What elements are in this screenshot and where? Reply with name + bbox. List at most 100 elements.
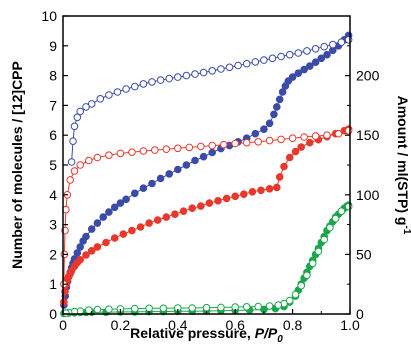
data-point — [76, 107, 84, 116]
y-left-tick-label: 6 — [49, 127, 57, 143]
data-point — [337, 207, 346, 215]
data-point — [275, 173, 284, 181]
data-point — [153, 216, 162, 224]
data-point — [291, 290, 300, 299]
data-point — [270, 110, 278, 119]
data-point — [280, 162, 288, 171]
data-point — [87, 100, 96, 108]
data-point — [217, 65, 225, 73]
data-point — [174, 144, 182, 153]
data-point — [85, 306, 93, 314]
data-point — [208, 67, 216, 75]
data-point — [274, 301, 283, 309]
data-point — [265, 136, 274, 145]
data-point — [60, 298, 68, 306]
data-point — [234, 61, 242, 70]
data-point — [159, 304, 168, 313]
data-point — [260, 56, 268, 64]
data-point — [303, 47, 311, 55]
data-point — [294, 69, 303, 77]
data-point — [308, 259, 317, 268]
data-point — [278, 88, 287, 96]
y-left-tick-label: 9 — [49, 38, 57, 54]
data-point — [265, 302, 274, 310]
data-point — [329, 40, 337, 49]
data-point — [297, 281, 306, 290]
data-point — [145, 219, 153, 227]
data-point — [93, 153, 102, 162]
data-point — [122, 195, 130, 204]
data-point — [156, 174, 165, 183]
data-point — [76, 161, 84, 169]
data-point — [165, 170, 173, 178]
data-point — [300, 133, 308, 141]
data-point — [231, 139, 239, 148]
y-left-tick-label: 4 — [49, 187, 57, 203]
data-point — [311, 132, 320, 140]
data-point — [165, 74, 173, 83]
data-point — [191, 70, 199, 78]
data-point — [76, 243, 84, 251]
y-left-axis-title: Number of molecules / [12]CPP — [9, 61, 25, 269]
data-point — [273, 103, 281, 111]
x-tick-label: 1.0 — [340, 317, 360, 333]
data-point — [242, 138, 251, 147]
data-point — [344, 202, 353, 211]
data-point — [197, 202, 205, 210]
data-point — [205, 199, 214, 207]
data-point — [182, 161, 191, 169]
data-point — [162, 145, 171, 153]
data-point — [275, 95, 284, 104]
data-point — [131, 82, 139, 91]
data-point — [116, 199, 125, 207]
data-point — [113, 88, 122, 96]
data-point — [285, 50, 294, 59]
data-point — [162, 213, 171, 221]
data-point — [110, 203, 119, 212]
y-right-axis-title: Amount / ml(STP) g-1 — [395, 96, 411, 235]
data-point — [240, 190, 248, 198]
data-point — [273, 183, 281, 192]
data-point — [128, 148, 136, 156]
data-point — [139, 184, 148, 192]
data-point — [214, 197, 222, 205]
data-point — [145, 304, 153, 313]
y-left-tick-label: 2 — [49, 246, 57, 262]
data-point — [70, 167, 79, 175]
data-point — [306, 62, 314, 70]
data-point — [277, 52, 285, 61]
data-point — [87, 247, 96, 255]
y-left-tick-label: 3 — [49, 217, 57, 233]
data-point — [291, 147, 300, 156]
data-point — [69, 137, 77, 145]
data-point — [311, 45, 320, 53]
data-point — [285, 296, 294, 305]
y-left-tick-label: 8 — [49, 68, 57, 84]
data-point — [251, 58, 260, 66]
data-point — [222, 194, 231, 203]
data-point — [199, 68, 208, 77]
data-point — [219, 140, 228, 149]
data-point — [277, 135, 285, 144]
data-point — [197, 142, 205, 151]
data-point — [85, 156, 93, 165]
y-right-tick-label: 100 — [356, 187, 380, 203]
data-point — [188, 204, 196, 212]
data-point — [334, 129, 343, 138]
data-point — [171, 210, 179, 218]
data-point — [105, 151, 113, 159]
data-point — [82, 251, 90, 259]
data-point — [110, 234, 119, 242]
y-right-tick-label: 50 — [356, 246, 372, 262]
data-point — [344, 36, 353, 44]
data-point — [231, 192, 239, 201]
data-point — [251, 129, 260, 138]
data-point — [105, 208, 113, 216]
data-point — [268, 54, 277, 63]
data-point — [297, 143, 306, 151]
labels-layer: 0 0.2 0.4 0.6 0.8 1.0012345678910050100150200… — [9, 8, 411, 345]
data-point — [93, 305, 102, 314]
data-point — [257, 186, 265, 195]
data-point — [96, 95, 105, 103]
data-point — [156, 76, 165, 84]
